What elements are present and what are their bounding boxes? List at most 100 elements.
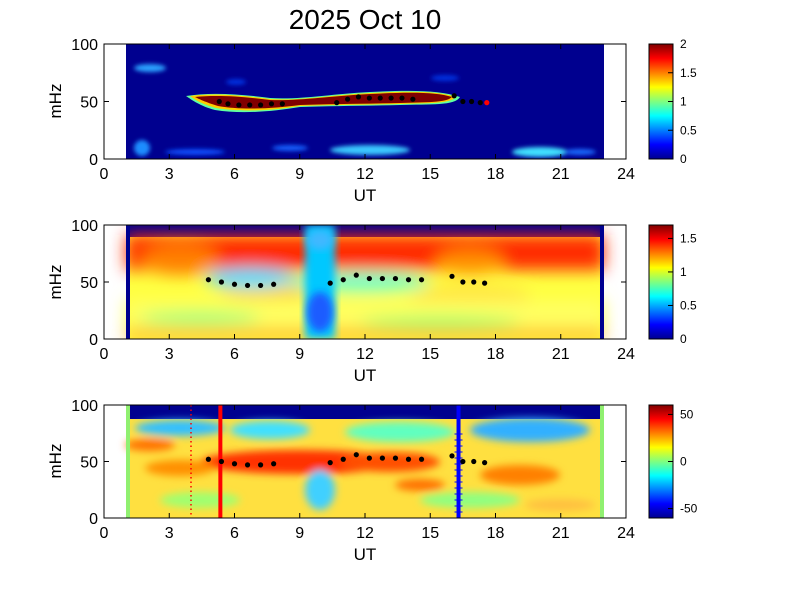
peak-marker	[279, 101, 285, 107]
peak-marker	[366, 95, 372, 101]
peak-marker	[482, 280, 488, 286]
panel-1-ylabel: mHz	[46, 84, 65, 119]
peak-marker	[205, 456, 211, 462]
x-tick-label: 12	[356, 166, 374, 183]
panel-2-colorbar-ticks: 0 0.5 1 1.5	[668, 231, 697, 346]
panel-3-yticks: 0 50 100	[71, 398, 626, 528]
peak-marker	[268, 101, 275, 107]
peak-marker	[405, 456, 412, 462]
peak-marker	[460, 98, 466, 105]
peak-marker	[340, 456, 346, 462]
peak-marker	[471, 458, 477, 465]
figure-title: 2025 Oct 10	[289, 4, 442, 35]
peak-marker	[247, 102, 253, 108]
peak-marker	[353, 272, 359, 278]
panel-2: 0 3 6 9 12 15 18 21 24 0 50 100 UT mHz 0 0.5 1 1.5	[46, 218, 697, 385]
peak-marker	[258, 102, 264, 108]
peak-marker	[258, 282, 264, 289]
colorbar-tick-label: 1	[680, 265, 687, 279]
peak-marker	[418, 277, 425, 283]
panel-3-xticks: 0 3 6 9 12 15 18 21 24	[100, 405, 635, 542]
y-tick-label: 0	[89, 152, 98, 169]
colorbar-tick-label: 1.5	[680, 231, 697, 245]
peak-marker	[451, 93, 457, 99]
panel-2-colorbar: 0 0.5 1 1.5	[648, 224, 697, 346]
peak-marker	[460, 458, 466, 465]
panel-1-xticks: 0 3 6 9 12 15 18 21 24	[100, 44, 635, 183]
peak-marker	[231, 281, 238, 287]
y-tick-label: 100	[71, 398, 98, 415]
x-tick-label: 3	[165, 525, 174, 542]
panel-2-markers	[205, 272, 488, 289]
x-tick-label: 15	[421, 346, 439, 363]
x-tick-label: 9	[295, 166, 304, 183]
x-tick-label: 18	[487, 166, 505, 183]
x-tick-label: 6	[230, 346, 239, 363]
peak-marker	[258, 462, 264, 468]
panel-3: 0 3 6 9 12 15 18 21 24 0 50 100 UT mHz -50 0 50	[46, 398, 698, 564]
panel-2-xticks: 0 3 6 9 12 15 18 21 24	[100, 225, 635, 363]
x-tick-label: 21	[552, 525, 570, 542]
colorbar-tick-label: -50	[680, 502, 698, 516]
panel-3-colorbar: -50 0 50	[648, 404, 698, 519]
peak-marker	[471, 279, 477, 285]
peak-marker	[345, 96, 351, 102]
panel-2-colorbar-fill	[649, 225, 673, 339]
peak-marker	[218, 279, 225, 285]
panel-3-xlabel: UT	[354, 545, 377, 564]
peak-marker	[355, 94, 362, 100]
peak-marker	[418, 456, 425, 462]
colorbar-tick-label: 50	[680, 407, 694, 421]
peak-marker	[340, 277, 346, 283]
peak-marker	[460, 279, 466, 285]
x-tick-label: 15	[421, 525, 439, 542]
panel-3-ylabel: mHz	[46, 444, 65, 479]
peak-marker	[271, 461, 277, 467]
x-tick-label: 24	[617, 346, 635, 363]
y-tick-label: 100	[71, 218, 98, 235]
x-tick-label: 15	[421, 166, 439, 183]
panel-1: 0 3 6 9 12 15 18 21 24 0 50 100 UT mHz 0 0.5 1 1.5 2	[46, 37, 697, 205]
panel-1-colorbar: 0 0.5 1 1.5 2	[648, 37, 697, 166]
panel-3-colorbar-ticks: -50 0 50	[668, 407, 698, 516]
x-tick-label: 3	[165, 166, 174, 183]
panel-2-xlabel: UT	[354, 366, 377, 385]
colorbar-tick-label: 0.5	[680, 298, 697, 312]
y-tick-label: 50	[80, 95, 98, 112]
peak-marker	[205, 277, 211, 283]
panel-2-colorbar-box	[648, 224, 674, 340]
peak-marker	[244, 462, 251, 468]
x-tick-label: 3	[165, 346, 174, 363]
colorbar-tick-label: 0	[680, 152, 687, 166]
x-tick-label: 6	[230, 525, 239, 542]
peak-marker	[449, 273, 455, 279]
panel-1-xlabel: UT	[354, 186, 377, 205]
x-tick-label: 12	[356, 346, 374, 363]
panel-2-ylabel: mHz	[46, 265, 65, 300]
peak-marker	[388, 95, 394, 101]
peak-marker	[379, 455, 385, 461]
peak-marker	[327, 460, 333, 466]
colorbar-tick-label: 0.5	[680, 123, 697, 137]
peak-marker	[449, 453, 455, 459]
x-tick-label: 21	[552, 166, 570, 183]
x-tick-label: 21	[552, 346, 570, 363]
x-tick-label: 6	[230, 166, 239, 183]
colorbar-tick-label: 0	[680, 332, 687, 346]
peak-marker	[482, 460, 488, 466]
x-tick-label: 12	[356, 525, 374, 542]
peak-marker	[468, 98, 475, 105]
peak-marker	[244, 282, 251, 289]
peak-marker	[231, 461, 238, 467]
peak-marker	[225, 101, 231, 107]
peak-marker	[399, 95, 405, 101]
peak-marker	[236, 102, 242, 108]
x-tick-label: 0	[100, 346, 109, 363]
peak-marker	[327, 280, 333, 286]
peak-marker	[353, 452, 359, 458]
x-tick-label: 9	[295, 525, 304, 542]
y-tick-label: 100	[71, 37, 98, 54]
peak-marker	[484, 100, 490, 106]
panel-1-heatmap-features	[134, 64, 596, 157]
peak-marker	[334, 100, 340, 106]
